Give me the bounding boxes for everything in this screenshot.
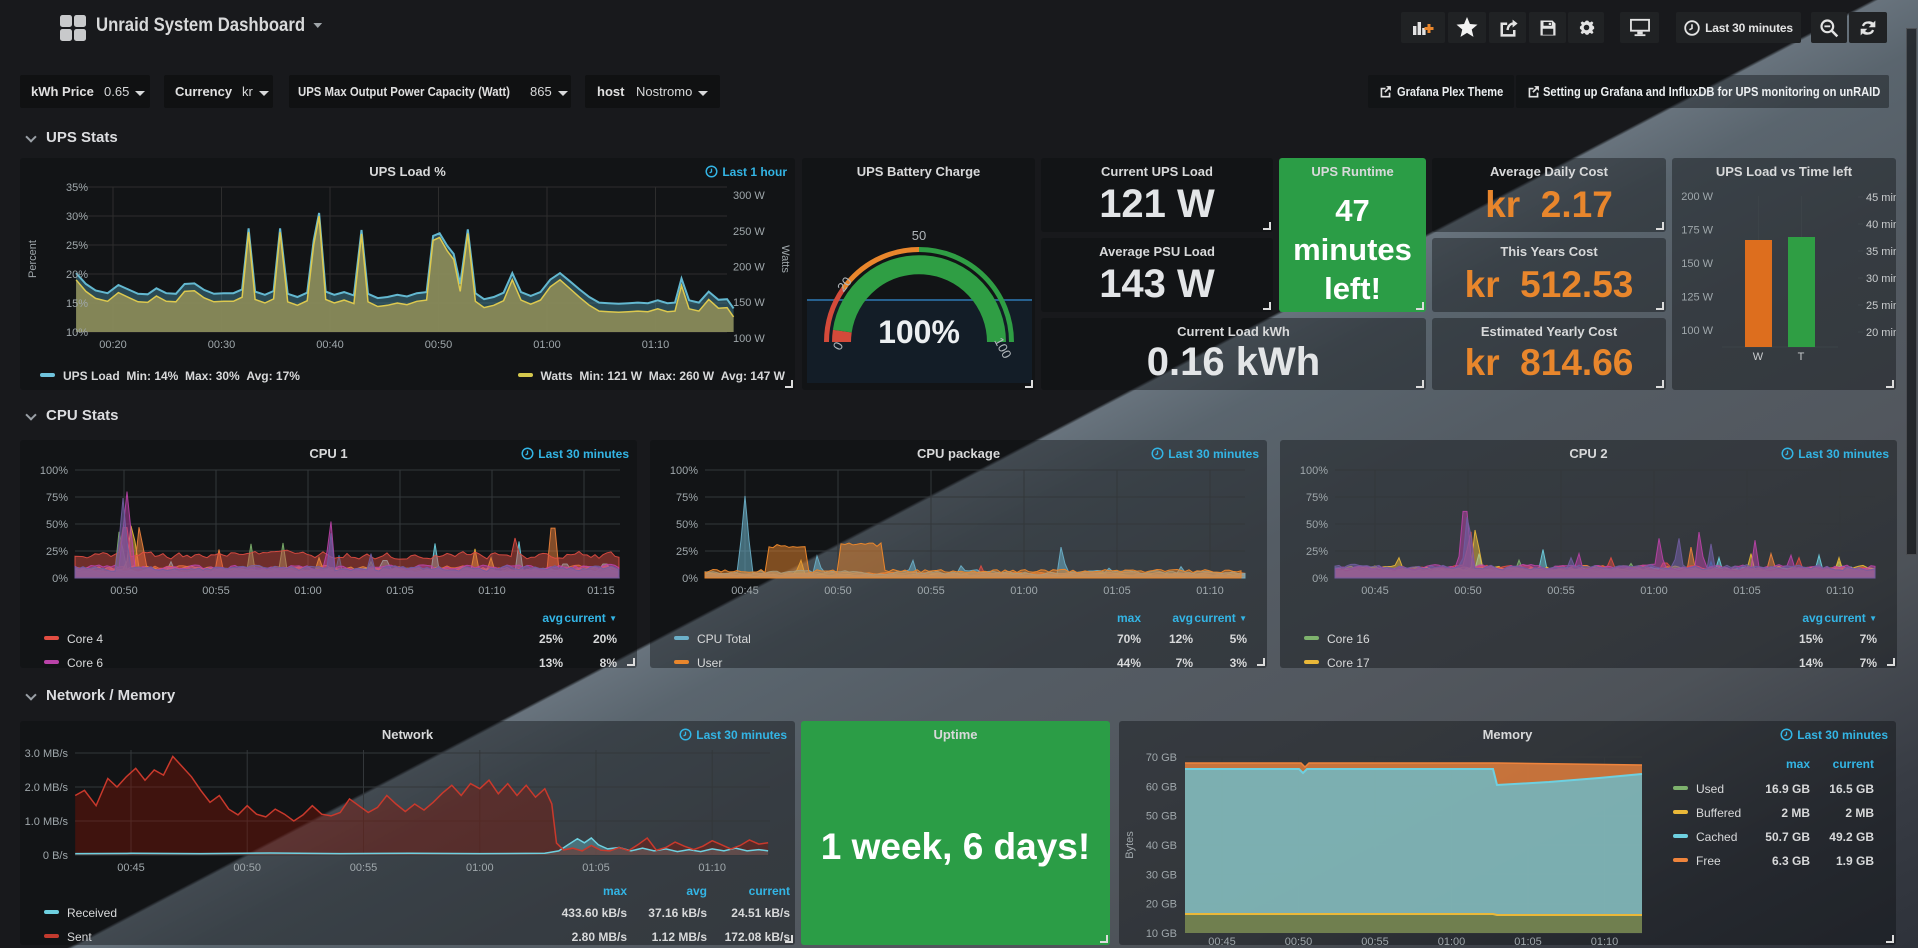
svg-text:01:10: 01:10	[1591, 936, 1619, 945]
svg-text:30 GB: 30 GB	[1146, 869, 1177, 881]
svg-text:00:45: 00:45	[117, 862, 145, 874]
svg-text:00:50: 00:50	[1454, 585, 1482, 597]
svg-text:Watts: Watts	[779, 245, 791, 273]
svg-text:75%: 75%	[1306, 492, 1328, 504]
svg-text:00:45: 00:45	[1361, 585, 1389, 597]
svg-text:00:50: 00:50	[824, 585, 852, 597]
svg-text:01:10: 01:10	[1196, 585, 1224, 597]
svg-text:1.0 MB/s: 1.0 MB/s	[25, 816, 69, 828]
svg-text:00:45: 00:45	[731, 585, 759, 597]
svg-text:100%: 100%	[40, 465, 68, 477]
svg-text:175 W: 175 W	[1681, 225, 1713, 237]
svg-text:150 W: 150 W	[733, 297, 765, 309]
svg-text:100%: 100%	[670, 465, 698, 477]
svg-text:00:55: 00:55	[350, 862, 378, 874]
svg-text:00:50: 00:50	[425, 339, 453, 351]
svg-text:100 W: 100 W	[1681, 325, 1713, 337]
svg-text:10 GB: 10 GB	[1146, 928, 1177, 940]
svg-text:01:00: 01:00	[1010, 585, 1038, 597]
svg-text:250 W: 250 W	[733, 226, 765, 238]
svg-text:0 B/s: 0 B/s	[43, 850, 69, 862]
svg-text:70 GB: 70 GB	[1146, 752, 1177, 764]
svg-text:00:20: 00:20	[99, 339, 127, 351]
svg-text:25%: 25%	[66, 240, 88, 252]
svg-text:01:00: 01:00	[294, 585, 322, 597]
svg-text:35 min: 35 min	[1866, 246, 1896, 258]
svg-text:01:00: 01:00	[533, 339, 561, 351]
svg-text:W: W	[1753, 351, 1764, 363]
svg-text:10%: 10%	[66, 327, 88, 339]
svg-text:00:50: 00:50	[233, 862, 261, 874]
svg-text:01:05: 01:05	[1733, 585, 1761, 597]
svg-text:300 W: 300 W	[733, 190, 765, 202]
svg-text:150 W: 150 W	[1681, 258, 1713, 270]
svg-text:20 GB: 20 GB	[1146, 899, 1177, 911]
svg-text:0%: 0%	[52, 573, 68, 585]
svg-text:01:10: 01:10	[698, 862, 726, 874]
svg-text:Bytes: Bytes	[1124, 831, 1136, 859]
svg-text:20%: 20%	[66, 269, 88, 281]
svg-text:50 GB: 50 GB	[1146, 811, 1177, 823]
svg-text:T: T	[1798, 351, 1805, 363]
svg-text:100%: 100%	[1300, 465, 1328, 477]
svg-text:25%: 25%	[46, 546, 68, 558]
svg-text:01:15: 01:15	[587, 585, 615, 597]
svg-text:20 min: 20 min	[1866, 327, 1896, 339]
svg-text:01:05: 01:05	[386, 585, 414, 597]
svg-text:00:30: 00:30	[208, 339, 236, 351]
svg-text:35%: 35%	[66, 182, 88, 194]
svg-text:200 W: 200 W	[733, 262, 765, 274]
svg-text:01:05: 01:05	[1514, 936, 1542, 945]
svg-text:00:40: 00:40	[316, 339, 344, 351]
svg-text:100%: 100%	[878, 314, 960, 350]
svg-text:15%: 15%	[66, 298, 88, 310]
svg-text:Percent: Percent	[27, 240, 39, 278]
svg-text:200 W: 200 W	[1681, 191, 1713, 203]
svg-text:45 min: 45 min	[1866, 192, 1896, 204]
svg-text:01:10: 01:10	[642, 339, 670, 351]
svg-text:40 GB: 40 GB	[1146, 840, 1177, 852]
svg-text:0%: 0%	[1312, 573, 1328, 585]
svg-text:125 W: 125 W	[1681, 292, 1713, 304]
svg-text:00:55: 00:55	[917, 585, 945, 597]
svg-text:01:00: 01:00	[1438, 936, 1466, 945]
svg-text:01:00: 01:00	[466, 862, 494, 874]
svg-text:01:05: 01:05	[582, 862, 610, 874]
svg-text:01:10: 01:10	[1826, 585, 1854, 597]
svg-text:3.0 MB/s: 3.0 MB/s	[25, 748, 69, 760]
svg-text:01:00: 01:00	[1640, 585, 1668, 597]
svg-text:75%: 75%	[676, 492, 698, 504]
svg-text:30%: 30%	[66, 211, 88, 223]
svg-text:75%: 75%	[46, 492, 68, 504]
svg-text:01:10: 01:10	[478, 585, 506, 597]
svg-text:25%: 25%	[1306, 546, 1328, 558]
svg-text:50%: 50%	[46, 519, 68, 531]
svg-text:00:55: 00:55	[1547, 585, 1575, 597]
svg-text:01:05: 01:05	[1103, 585, 1131, 597]
svg-text:60 GB: 60 GB	[1146, 781, 1177, 793]
svg-text:50%: 50%	[676, 519, 698, 531]
svg-text:40 min: 40 min	[1866, 219, 1896, 231]
svg-text:25 min: 25 min	[1866, 300, 1896, 312]
svg-text:00:45: 00:45	[1208, 936, 1236, 945]
svg-text:00:50: 00:50	[1285, 936, 1313, 945]
svg-text:50: 50	[912, 228, 926, 243]
svg-text:30 min: 30 min	[1866, 273, 1896, 285]
svg-text:0%: 0%	[682, 573, 698, 585]
svg-text:2.0 MB/s: 2.0 MB/s	[25, 782, 69, 794]
svg-text:00:50: 00:50	[110, 585, 138, 597]
svg-text:25%: 25%	[676, 546, 698, 558]
svg-text:00:55: 00:55	[202, 585, 230, 597]
svg-text:100 W: 100 W	[733, 333, 765, 345]
svg-text:00:55: 00:55	[1361, 936, 1389, 945]
svg-text:50%: 50%	[1306, 519, 1328, 531]
